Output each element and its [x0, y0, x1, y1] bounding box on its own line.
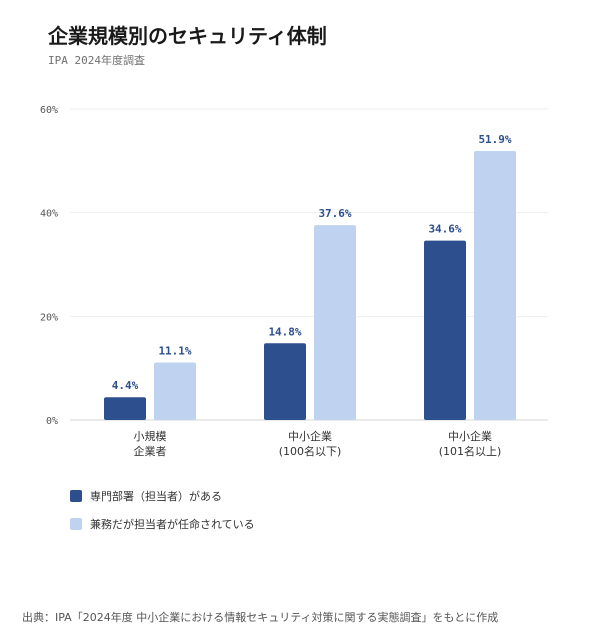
y-tick-label: 0%: [46, 416, 58, 427]
legend-item-concurrent: 兼務だが担当者が任命されている: [70, 516, 255, 532]
data-label: 14.8%: [268, 325, 301, 338]
bar: [104, 397, 146, 420]
data-label: 51.9%: [478, 133, 511, 146]
bar: [474, 150, 516, 421]
x-tick-label: 企業者: [134, 444, 167, 458]
data-label: 11.1%: [158, 344, 191, 357]
legend-item-dedicated: 専門部署（担当者）がある: [70, 488, 255, 504]
data-label: 37.6%: [318, 207, 351, 220]
bar: [424, 240, 466, 420]
data-label: 4.4%: [112, 379, 139, 392]
legend-swatch-concurrent: [70, 518, 82, 530]
x-tick-label: 小規模: [134, 429, 167, 443]
x-tick-label: (101名以上): [439, 444, 502, 458]
source-note: 出典：IPA「2024年度 中小企業における情報セキュリティ対策に関する実態調査…: [22, 611, 499, 624]
y-tick-label: 60%: [40, 105, 58, 116]
data-label: 34.6%: [428, 223, 461, 236]
x-tick-label: 中小企業: [448, 429, 492, 443]
chart-subtitle: IPA 2024年度調査: [48, 54, 145, 67]
chart-legend: 専門部署（担当者）がある 兼務だが担当者が任命されている: [70, 488, 255, 544]
x-tick-label: 中小企業: [288, 429, 332, 443]
y-tick-label: 40%: [40, 209, 58, 220]
x-tick-label: (100名以下): [279, 444, 342, 458]
chart-title: 企業規模別のセキュリティ体制: [48, 24, 327, 48]
bar: [264, 343, 306, 420]
legend-label-concurrent: 兼務だが担当者が任命されている: [90, 518, 255, 531]
legend-label-dedicated: 専門部署（担当者）がある: [90, 490, 222, 503]
y-tick-label: 20%: [40, 312, 58, 323]
bar: [314, 225, 356, 420]
legend-swatch-dedicated: [70, 490, 82, 502]
bar: [154, 362, 196, 420]
